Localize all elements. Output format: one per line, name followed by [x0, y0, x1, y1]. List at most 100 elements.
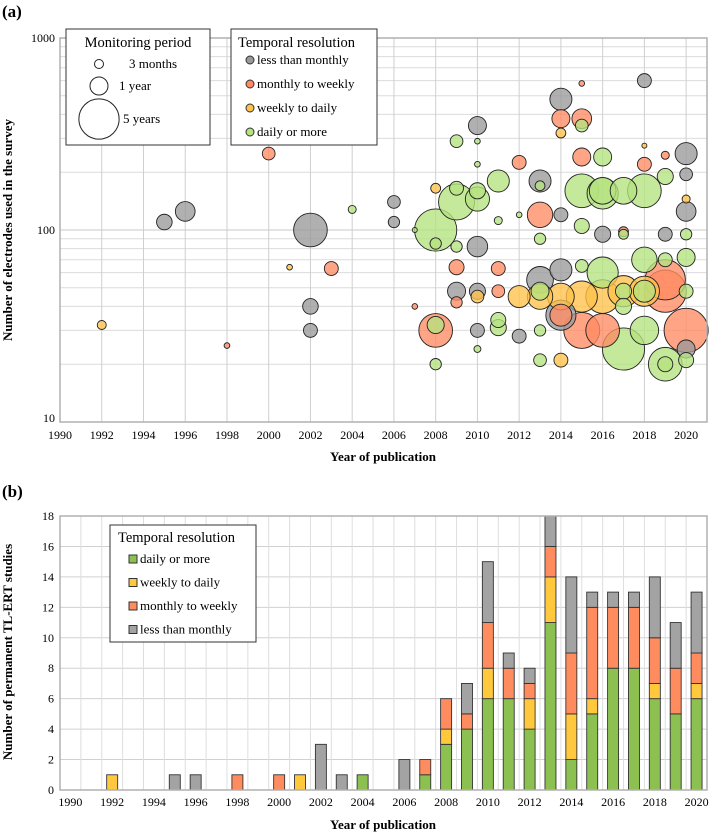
bubble-point: [678, 352, 695, 369]
bar-legend-label: monthly to weekly: [140, 598, 238, 613]
bubble-point: [491, 284, 506, 299]
x-tick-label: 1998: [215, 428, 239, 442]
bar-segment: [189, 774, 202, 791]
bubble-point: [474, 137, 481, 145]
bubble-point: [594, 225, 612, 243]
bar-legend-swatch: [128, 578, 138, 587]
y-tick-label: 0: [48, 783, 54, 797]
bubble-point: [586, 256, 619, 289]
x-tick-label: 2020: [685, 795, 709, 809]
bubble-point: [411, 303, 419, 310]
bar-segment: [502, 667, 515, 700]
bar-segment: [607, 606, 620, 669]
x-tick-label: 2000: [267, 795, 291, 809]
x-tick-label: 2002: [298, 428, 322, 442]
bar-segment: [607, 591, 620, 608]
bubble-point: [490, 311, 507, 328]
x-tick-label: 2008: [434, 795, 458, 809]
bar-legend-swatch: [128, 554, 138, 564]
size-legend-label: 3 months: [129, 56, 177, 71]
bubble-point: [533, 353, 547, 367]
bar-segment: [523, 728, 536, 791]
bubble-point: [615, 282, 633, 300]
y-tick-label: 10: [43, 411, 55, 425]
bar-segment: [669, 667, 682, 715]
bubble-point: [549, 258, 573, 282]
bar-legend-label: less than monthly: [140, 622, 232, 637]
bubble-point: [657, 356, 674, 373]
x-tick-label: 2010: [465, 428, 489, 442]
bar-segment: [586, 606, 599, 700]
bar-segment: [565, 713, 578, 761]
x-tick-label: 2016: [591, 428, 615, 442]
bubble-point: [615, 297, 633, 315]
bar-segment: [523, 682, 536, 700]
bubble-point: [530, 281, 550, 301]
bar-segment: [690, 698, 703, 791]
color-legend-swatch: [245, 127, 255, 137]
bar-segment: [440, 743, 453, 791]
bubble-point: [657, 226, 673, 242]
panel-a-axes: 1990 1992 1994 1996 1998 2000 2002 2004 2006 2008…: [31, 31, 708, 442]
bar-segment: [628, 606, 640, 669]
y-tick-label: 4: [48, 722, 54, 736]
bubble-point: [470, 289, 485, 304]
bar-segment: [273, 774, 286, 791]
size-legend-circle: [89, 76, 109, 96]
bar-legend-swatch: [128, 601, 138, 611]
bar-legend-items: daily or more weekly to daily monthly to w…: [128, 551, 238, 637]
color-legend-items: less than monthly monthly to weekly weekly…: [245, 52, 355, 139]
bar-segment: [294, 774, 306, 791]
panel-b-frame: [59, 515, 708, 791]
bubble-point: [679, 167, 693, 182]
x-tick-label: 2006: [392, 795, 416, 809]
bubble-point: [156, 213, 173, 231]
bar-segment: [502, 652, 515, 669]
y-tick-label: 12: [42, 600, 54, 614]
y-tick-label: 8: [48, 661, 54, 675]
bubble-point: [411, 227, 418, 233]
bar-segment: [565, 759, 578, 791]
bubble-point: [261, 146, 276, 161]
bar-segment: [523, 667, 536, 684]
bubble-point: [553, 352, 569, 368]
x-tick-label: 2016: [601, 795, 625, 809]
bubble-point: [466, 235, 489, 258]
panel-a-label: (a): [2, 2, 22, 21]
bubble-point: [96, 320, 107, 330]
bubble-point: [449, 180, 464, 196]
x-tick-label: 2008: [424, 428, 448, 442]
bar-segment: [419, 759, 432, 776]
bar-segment: [106, 774, 119, 791]
bubble-point: [293, 212, 328, 248]
bubble-point: [533, 232, 547, 245]
bubble-point: [429, 358, 442, 371]
bubble-point: [618, 228, 629, 240]
y-tick-label: 100: [37, 223, 55, 237]
color-legend-title: Temporal resolution: [238, 35, 356, 51]
x-tick-label: 1994: [142, 795, 166, 809]
x-tick-label: 2018: [643, 795, 667, 809]
bar-legend-swatch: [128, 625, 138, 634]
bar-segment: [586, 591, 599, 608]
bubble-point: [387, 195, 401, 209]
bubble-point: [467, 116, 487, 135]
size-legend-label: 5 years: [123, 111, 160, 126]
bar-legend-label: daily or more: [140, 551, 210, 566]
bubble-point: [426, 316, 445, 334]
bar-segment: [565, 652, 578, 715]
bar-segment: [523, 698, 536, 730]
bubble-point: [174, 201, 196, 222]
size-legend-label: 1 year: [119, 78, 152, 93]
bubble-point: [585, 313, 620, 348]
bar-segment: [544, 576, 557, 624]
x-tick-label: 2012: [518, 795, 542, 809]
color-legend-swatch: [245, 79, 255, 89]
panel-a-ylabel: Number of electrodes used in the survey: [0, 119, 15, 341]
panel-b-ylabel: Number of permanent TL-ERT studies: [0, 544, 15, 760]
x-tick-label: 1996: [173, 428, 197, 442]
bubble-point: [493, 216, 503, 226]
bubble-point: [574, 118, 589, 133]
bubble-point: [429, 237, 442, 250]
